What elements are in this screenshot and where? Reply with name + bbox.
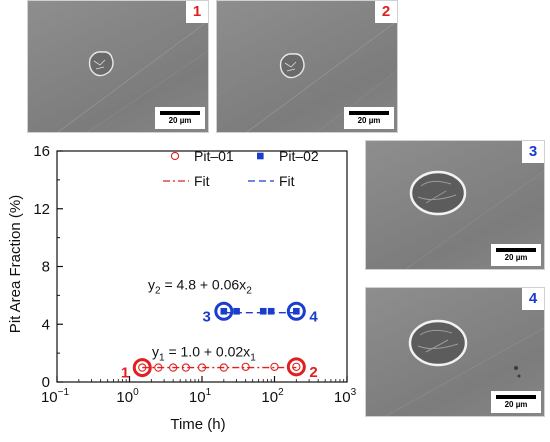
sem-texture [385, 319, 544, 416]
highlight-ring [132, 358, 152, 378]
sem-image-1: 1 20 µm [27, 0, 209, 133]
pit-3 [409, 170, 467, 216]
x-tick-label: 103 [334, 387, 357, 406]
pit-02-point [220, 307, 228, 315]
pit-01-point [197, 363, 207, 372]
pit-01-point [168, 363, 178, 372]
x-tick-label: 101 [189, 387, 212, 406]
y-tick-label: 12 [33, 201, 50, 218]
highlight-ring [286, 357, 306, 377]
pit-02-point [259, 307, 267, 315]
y-tick-label: 0 [42, 374, 50, 391]
pit-01-point [270, 362, 279, 371]
highlight-label: 4 [309, 308, 318, 325]
fit-equation: y1 = 1.0 + 0.02x1 [152, 344, 256, 364]
image-number: 3 [522, 141, 544, 163]
pit-01-point [292, 362, 301, 371]
scale-label: 20 µm [504, 253, 528, 262]
scale-label: 20 µm [504, 400, 528, 409]
sem-texture [405, 170, 544, 269]
pit-02-point [293, 307, 300, 315]
sem-image-2: 2 20 µm [216, 0, 398, 133]
legend-label: Fit [194, 173, 210, 189]
scale-bar: 20 µm [344, 107, 394, 129]
legend-marker [257, 152, 264, 160]
scale-bar: 20 µm [155, 107, 205, 129]
x-tick-label: 10−1 [41, 387, 70, 406]
highlight-label: 3 [202, 308, 210, 325]
sem-image-3: 3 20 µm [365, 140, 545, 270]
pit-02-point [233, 307, 240, 315]
pit-01-point [181, 363, 191, 372]
legend: Pit–01 Pit–02 Fit Fit [163, 148, 319, 189]
x-tick-label: 100 [116, 387, 139, 406]
x-tick-label: 102 [261, 387, 284, 406]
scale-bar: 20 µm [491, 391, 541, 413]
image-number: 4 [522, 288, 544, 310]
sem-texture [217, 1, 397, 132]
highlight-ring [286, 301, 306, 321]
highlight-label: 1 [121, 365, 129, 382]
sem-texture [28, 1, 208, 132]
highlight-label: 2 [309, 364, 317, 381]
highlight-ring [214, 301, 234, 321]
y-tick-label: 16 [33, 143, 50, 160]
pit-02-point [267, 307, 275, 315]
sem-image-4: 4 20 µm [365, 287, 545, 417]
scale-label: 20 µm [168, 116, 192, 125]
scale-label: 20 µm [357, 116, 381, 125]
y-tick-label: 8 [42, 259, 50, 276]
pit-01-point [241, 362, 250, 371]
legend-label: Fit [279, 173, 295, 189]
scale-bar: 20 µm [491, 244, 541, 266]
pit-4 [408, 319, 468, 367]
y-tick-label: 4 [42, 316, 50, 333]
fit-equation: y2 = 4.8 + 0.06x2 [148, 276, 252, 296]
image-number: 1 [186, 1, 208, 23]
y-axis-label: Pit Area Fraction (%) [7, 195, 24, 333]
legend-label: Pit–02 [279, 148, 319, 164]
pit-01-point [219, 363, 228, 372]
legend-label: Pit–01 [194, 148, 234, 164]
x-axis-label: Time (h) [170, 416, 225, 433]
legend-marker [170, 151, 180, 161]
pit-01-point [138, 363, 147, 372]
pit-01-point [154, 363, 163, 372]
image-number: 2 [375, 1, 397, 23]
